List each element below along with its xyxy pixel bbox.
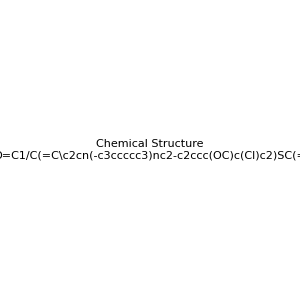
Text: Chemical Structure
O=C1/C(=C\c2cn(-c3ccccc3)nc2-c2ccc(OC)c(Cl)c2)SC(=: Chemical Structure O=C1/C(=C\c2cn(-c3ccc… — [0, 139, 300, 161]
